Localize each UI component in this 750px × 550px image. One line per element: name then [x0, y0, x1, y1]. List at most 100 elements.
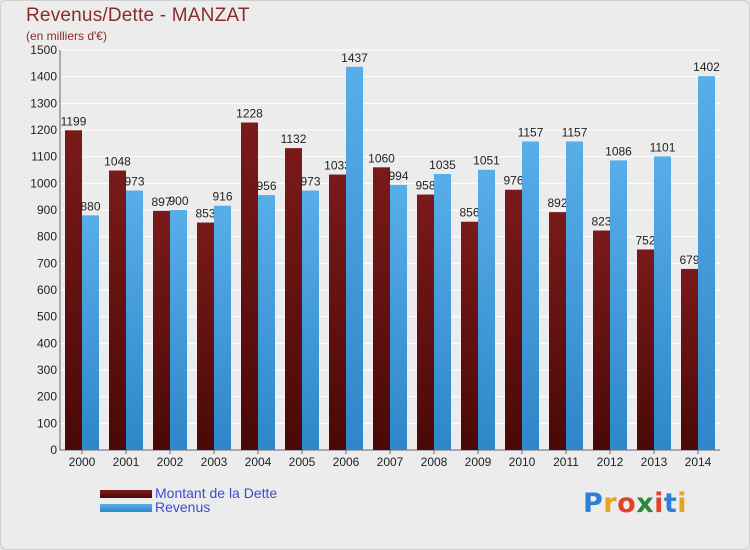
bar-revenue	[698, 76, 715, 450]
bar-debt	[549, 212, 566, 450]
data-label-revenue: 880	[80, 199, 100, 213]
bar-debt	[417, 194, 434, 450]
bar-revenue	[302, 190, 319, 451]
chart-title: Revenus/Dette - MANZAT	[26, 5, 250, 26]
data-label-debt: 1228	[236, 107, 263, 121]
data-label-revenue: 916	[212, 190, 232, 204]
data-label-revenue: 900	[168, 194, 188, 208]
y-tick-label: 700	[37, 256, 57, 270]
bar-debt	[505, 189, 522, 450]
data-label-revenue: 1157	[518, 125, 544, 139]
data-label-debt: 823	[591, 215, 611, 229]
data-label-revenue: 1157	[562, 125, 588, 139]
legend-label-debt: Montant de la Dette	[155, 485, 278, 501]
y-tick-label: 200	[37, 390, 57, 404]
x-tick-label: 2013	[641, 455, 668, 469]
bar-revenue	[214, 205, 231, 450]
logo-letter: t	[663, 488, 678, 519]
bar-revenue	[82, 215, 99, 450]
y-tick-label: 1200	[30, 123, 57, 137]
data-label-debt: 958	[415, 179, 435, 193]
y-tick-label: 0	[50, 443, 57, 457]
x-tick-label: 2005	[289, 455, 316, 469]
bar-revenue	[346, 66, 363, 451]
chart-subtitle: (en milliers d'€)	[26, 29, 107, 43]
x-tick-label: 2011	[553, 455, 579, 469]
logo-letter: i	[654, 488, 664, 519]
x-tick-label: 2001	[113, 455, 140, 469]
x-tick-label: 2003	[201, 455, 228, 469]
bar-debt	[197, 222, 214, 450]
bar-debt	[373, 167, 390, 451]
y-tick-label: 1500	[30, 43, 57, 57]
data-label-debt: 752	[635, 233, 655, 247]
proxiti-logo: Proxiti	[583, 488, 687, 519]
bar-debt	[285, 148, 302, 450]
data-label-debt: 1132	[281, 132, 307, 146]
bar-debt	[109, 170, 126, 451]
data-label-debt: 853	[195, 207, 215, 221]
x-tick-label: 2000	[69, 455, 96, 469]
data-label-debt: 679	[679, 253, 699, 267]
bar-revenue	[434, 174, 451, 450]
data-label-revenue: 1086	[605, 144, 632, 158]
logo-letter: o	[617, 488, 637, 519]
data-label-debt: 1199	[61, 114, 87, 128]
data-label-revenue: 994	[388, 169, 408, 183]
x-tick-label: 2012	[597, 455, 624, 469]
logo-letter: i	[677, 488, 688, 519]
x-tick-label: 2007	[377, 455, 404, 469]
bar-debt	[153, 210, 170, 450]
bar-revenue	[170, 210, 187, 450]
bar-debt	[65, 130, 82, 450]
x-tick-label: 2006	[333, 455, 360, 469]
bar-debt	[241, 122, 258, 451]
y-tick-label: 400	[37, 336, 57, 350]
legend-swatch-debt	[100, 490, 152, 498]
y-tick-label: 800	[37, 230, 57, 244]
data-label-revenue: 973	[124, 175, 144, 189]
bar-revenue	[566, 141, 583, 450]
x-tick-label: 2009	[465, 455, 492, 469]
y-tick-label: 100	[37, 416, 57, 430]
data-label-revenue: 956	[256, 179, 276, 193]
y-tick-label: 1400	[30, 70, 57, 84]
y-tick-label: 500	[37, 310, 57, 324]
bar-debt	[461, 221, 478, 450]
bar-debt	[637, 249, 654, 450]
legend-swatch-revenue	[100, 504, 152, 512]
data-label-debt: 976	[503, 174, 523, 188]
data-label-revenue: 1051	[473, 154, 500, 168]
data-label-debt: 892	[547, 196, 567, 210]
y-tick-label: 1100	[31, 150, 57, 164]
x-tick-label: 2008	[421, 455, 448, 469]
bar-revenue	[522, 141, 539, 450]
bar-revenue	[126, 190, 143, 451]
data-label-revenue: 1402	[693, 60, 720, 74]
bar-debt	[329, 174, 346, 451]
bar-revenue	[258, 195, 275, 450]
y-tick-label: 1000	[30, 176, 57, 190]
x-tick-label: 2014	[685, 455, 712, 469]
data-label-debt: 1048	[104, 155, 131, 169]
bar-revenue	[654, 156, 671, 450]
y-tick-label: 1300	[30, 96, 57, 110]
bar-debt	[593, 230, 610, 450]
data-label-debt: 897	[151, 195, 171, 209]
data-label-debt: 1060	[368, 151, 395, 165]
logo-letter: x	[636, 488, 655, 519]
bar-debt	[681, 268, 698, 450]
y-tick-label: 900	[37, 203, 57, 217]
data-label-revenue: 1437	[341, 51, 368, 65]
legend-label-revenue: Revenus	[155, 499, 211, 515]
x-tick-label: 2004	[245, 455, 272, 469]
y-tick-label: 300	[37, 363, 57, 377]
data-label-debt: 1033	[324, 159, 351, 173]
y-tick-label: 600	[37, 283, 57, 297]
logo-letter: P	[583, 488, 604, 519]
bar-revenue	[390, 184, 407, 450]
bar-revenue	[610, 160, 627, 450]
data-label-revenue: 1035	[429, 158, 456, 172]
data-label-revenue: 1101	[650, 140, 676, 154]
